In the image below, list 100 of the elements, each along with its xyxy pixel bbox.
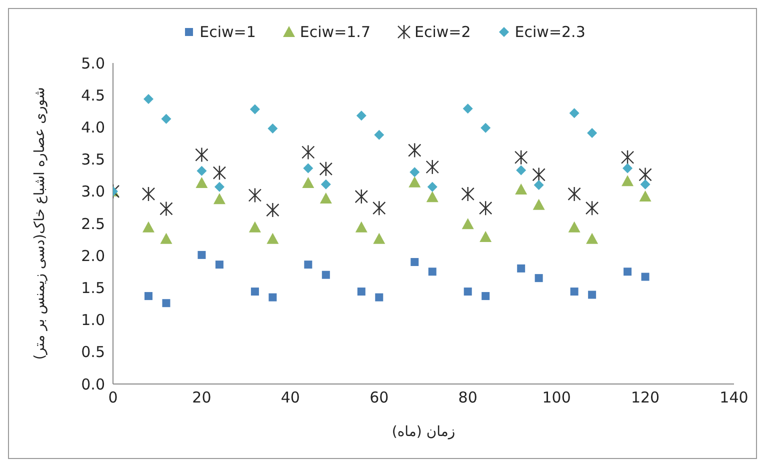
point [479, 200, 492, 216]
point [570, 288, 578, 296]
point [160, 201, 173, 216]
y-tick-label: 0.5 [81, 343, 105, 362]
point [514, 150, 528, 165]
point [354, 188, 368, 204]
point [142, 186, 156, 202]
point [195, 147, 208, 162]
point [266, 232, 279, 244]
point [302, 177, 314, 188]
point [586, 232, 598, 244]
point [426, 191, 438, 202]
x-tick-label: 20 [192, 388, 212, 407]
point [302, 144, 315, 160]
x-tick-label: 100 [542, 388, 571, 407]
point [585, 200, 599, 216]
point [248, 188, 262, 203]
x-axis-title: زمان (ماه) [392, 424, 456, 440]
y-tick-label: 3.5 [81, 150, 105, 169]
point [215, 260, 224, 269]
point [515, 183, 528, 194]
point [639, 190, 652, 202]
point [357, 288, 366, 296]
x-tick-label: 120 [630, 388, 660, 407]
point [410, 258, 419, 266]
point [588, 290, 596, 299]
y-tick-label: 2.5 [81, 214, 105, 233]
point [196, 177, 208, 188]
point [355, 221, 368, 232]
point [587, 128, 598, 138]
point [213, 193, 226, 204]
point [640, 179, 650, 190]
x-tick-label: 140 [720, 388, 748, 407]
point [162, 299, 170, 308]
y-tick-label: 1.5 [81, 279, 105, 298]
point [196, 166, 207, 176]
y-tick-label: 4.5 [81, 86, 105, 104]
point [375, 293, 384, 302]
point [462, 104, 473, 114]
x-tick-label: 60 [370, 388, 389, 407]
point [569, 108, 580, 118]
point [641, 272, 650, 281]
point [480, 122, 491, 133]
point [250, 288, 259, 296]
x-tick-label: 80 [458, 388, 478, 407]
y-tick-label: 5.0 [81, 54, 105, 72]
point [517, 264, 526, 272]
point [534, 180, 544, 190]
point [622, 163, 633, 174]
point [266, 202, 280, 218]
point [319, 161, 333, 177]
point [198, 250, 206, 259]
y-tick-label: 0.0 [81, 375, 105, 394]
y-tick-label: 2.0 [81, 246, 105, 265]
point [638, 167, 652, 182]
point [462, 218, 474, 230]
point [214, 182, 224, 192]
point [268, 293, 277, 302]
y-tick-label: 1.0 [81, 311, 105, 330]
point [303, 163, 314, 174]
point [212, 165, 226, 180]
point [142, 221, 154, 232]
point [622, 175, 634, 186]
point [410, 167, 420, 178]
legend-label: Eciw=1.7 [298, 23, 370, 41]
point [426, 159, 439, 175]
legend-label: Eciw=1 [198, 23, 256, 41]
point [408, 176, 421, 188]
point [624, 268, 632, 276]
point [322, 270, 330, 279]
point [532, 198, 545, 210]
point [620, 150, 634, 165]
point [568, 186, 581, 202]
point [356, 110, 366, 121]
point [248, 221, 261, 232]
point [482, 292, 490, 300]
point [516, 165, 526, 176]
x-tick-label: 40 [280, 388, 300, 407]
x-tick-label: 0 [108, 388, 118, 407]
y-axis-title: شوری عصاره اشباع خاک(دسی زیمنس بر متر) [32, 87, 48, 360]
point [464, 288, 472, 296]
point [144, 292, 152, 300]
point [304, 260, 312, 269]
point [160, 232, 172, 244]
point [320, 192, 332, 204]
point [428, 268, 436, 276]
point [532, 167, 546, 182]
y-tick-label: 4.0 [81, 118, 105, 137]
point [161, 114, 172, 124]
legend-label: Eciw=2.3 [514, 23, 586, 41]
point [320, 179, 331, 190]
point [374, 130, 384, 140]
y-tick-label: 3.0 [81, 182, 105, 201]
point [568, 221, 580, 232]
point [408, 142, 422, 158]
point [250, 104, 260, 114]
point [268, 123, 278, 134]
point [143, 94, 154, 104]
point [480, 230, 492, 242]
point [534, 274, 543, 282]
